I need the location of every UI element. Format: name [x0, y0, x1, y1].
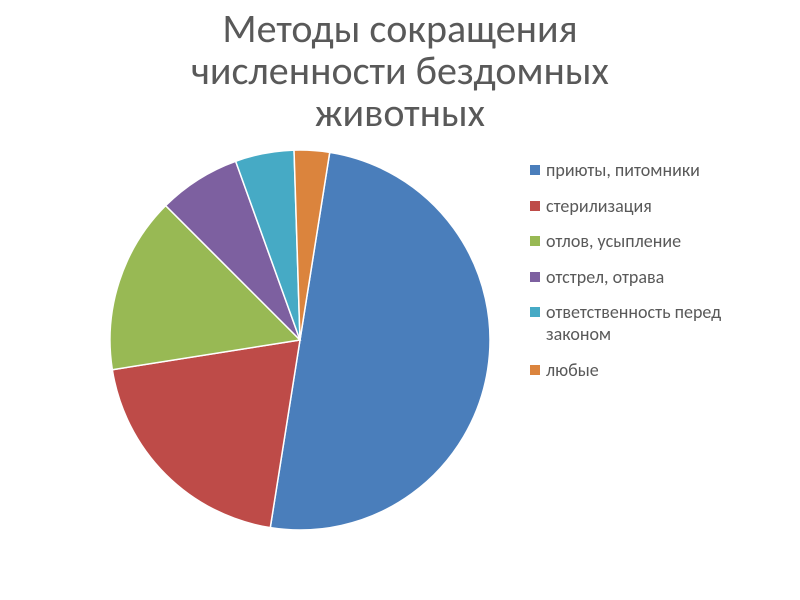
legend-label: отстрел, отрава — [546, 267, 664, 289]
legend-item: стерилизация — [530, 196, 780, 218]
legend-item: отлов, усыпление — [530, 231, 780, 253]
legend-swatch — [530, 272, 540, 282]
legend-item: любые — [530, 360, 780, 382]
legend-swatch — [530, 236, 540, 246]
legend-swatch — [530, 365, 540, 375]
pie-chart — [110, 150, 490, 535]
title-line-1: Методы сокращения — [0, 8, 800, 50]
legend-label: ответственность перед законом — [546, 302, 756, 345]
chart-title: Методы сокращения численности бездомных … — [0, 0, 800, 134]
legend-swatch — [530, 165, 540, 175]
legend-label: приюты, питомники — [546, 160, 700, 182]
title-line-2: численности бездомных — [0, 50, 800, 92]
legend-label: отлов, усыпление — [546, 231, 681, 253]
pie-slice — [112, 340, 300, 528]
legend-item: отстрел, отрава — [530, 267, 780, 289]
legend-label: стерилизация — [546, 196, 652, 218]
legend-swatch — [530, 307, 540, 317]
legend-item: приюты, питомники — [530, 160, 780, 182]
legend-swatch — [530, 201, 540, 211]
legend: приюты, питомники стерилизация отлов, усып… — [530, 160, 780, 395]
title-line-3: животных — [0, 92, 800, 134]
legend-label: любые — [546, 360, 599, 382]
legend-item: ответственность перед законом — [530, 302, 780, 345]
